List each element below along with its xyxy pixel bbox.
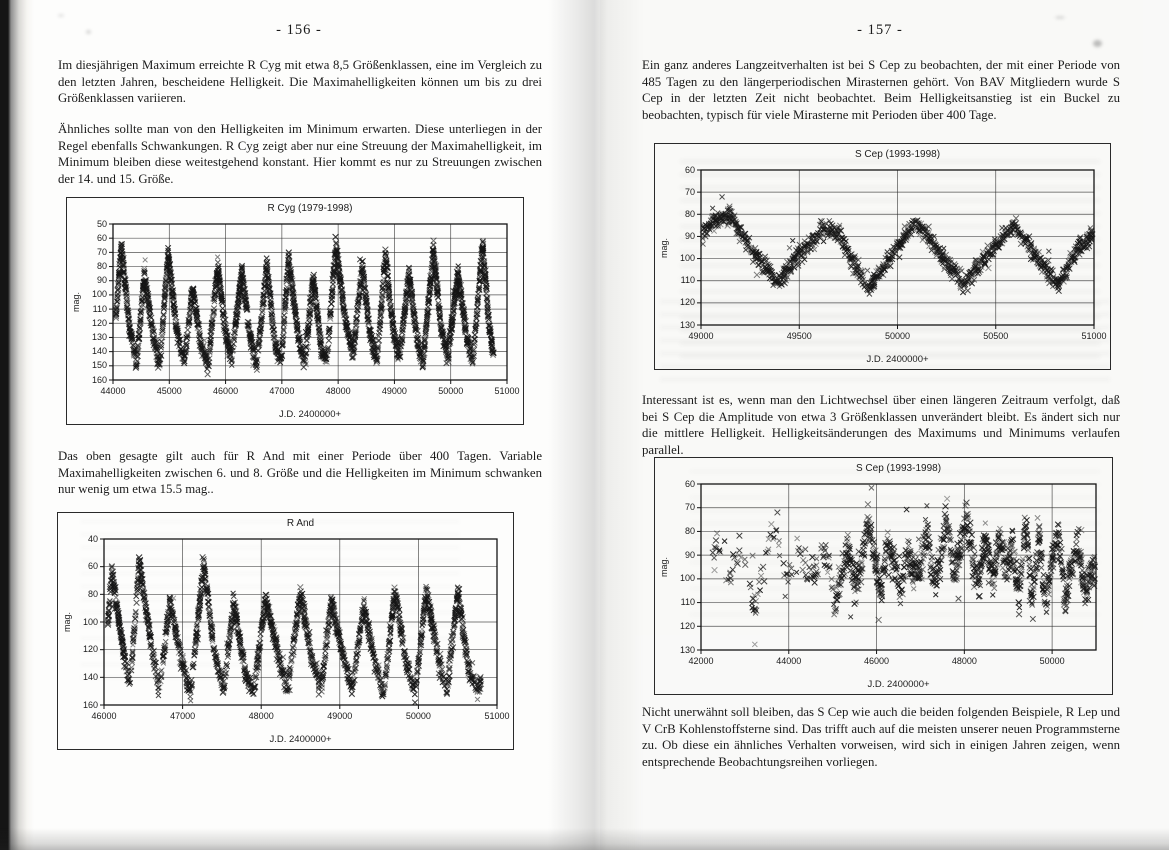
x-tick-label: 47000 [170,711,196,721]
y-tick-label: 60 [684,478,695,489]
x-axis-label: J.D. 2400000+ [867,679,930,690]
chart-s-cep-longterm: S Cep (1993-1998) mag. 60 70 80 90 100 110 120… [654,457,1113,695]
y-tick-label: 110 [680,275,695,286]
ink-smudge [1093,40,1102,47]
paragraph: Ähnliches sollte man von den Helligkeite… [58,122,542,186]
y-tick-label: 90 [684,230,695,241]
paragraph: Ein ganz anderes Langzeitverhalten ist b… [642,58,1120,122]
right-page-tint [600,0,1169,850]
x-tick-label: 50000 [438,386,464,396]
y-tick-label: 120 [82,644,98,655]
ink-smudge [86,30,91,34]
x-tick-label: 51000 [1081,331,1107,341]
scatter-canvas [58,513,513,749]
x-tick-label: 50000 [884,331,911,341]
chart-r-and: R And mag. 40 60 80 100 120 140 160 46000 47000… [57,512,514,750]
chart-s-cep-recent: S Cep (1993-1998) mag. 60 70 80 90 100 110 120… [654,143,1111,370]
x-tick-label: 49000 [327,711,353,721]
y-tick-label: 80 [96,261,107,272]
paragraph: Nicht unerwähnt soll bleiben, das S Cep … [642,705,1120,769]
scan-left-edge [0,0,34,850]
y-tick-label: 110 [92,303,107,314]
x-tick-label: 48000 [248,711,274,721]
x-tick-label: 51000 [494,386,520,396]
y-tick-label: 60 [87,561,98,572]
y-tick-label: 120 [679,620,695,631]
x-axis-label: J.D. 2400000+ [269,734,332,745]
paragraph: Im diesjährigen Maximum erreichte R Cyg … [58,58,542,106]
chart-r-cyg: R Cyg (1979-1998) mag. 50 60 70 80 90 100 110 1… [66,197,524,425]
y-tick-label: 120 [679,297,695,308]
x-tick-label: 48000 [951,656,977,666]
y-tick-label: 140 [91,346,107,357]
x-tick-label: 47000 [269,386,295,396]
y-tick-label: 40 [87,533,98,544]
y-tick-label: 90 [96,275,107,286]
x-tick-label: 49000 [688,331,714,341]
y-tick-label: 130 [679,644,695,655]
x-tick-label: 50000 [1039,656,1065,666]
y-tick-label: 100 [82,616,98,627]
y-tick-label: 70 [684,502,695,513]
y-tick-label: 140 [82,671,98,682]
chart-title: S Cep (1993-1998) [855,463,942,474]
x-tick-label: 44000 [776,656,802,666]
y-tick-label: 100 [679,253,695,264]
y-tick-label: 110 [680,597,695,608]
x-tick-label: 46000 [213,386,239,396]
x-tick-label: 49500 [786,331,812,341]
x-tick-label: 45000 [156,386,182,396]
paragraph: Das oben gesagte gilt auch für R And mit… [58,449,542,497]
paragraph: Interessant ist es, wenn man den Lichtwe… [642,393,1120,457]
y-tick-label: 160 [82,699,98,710]
y-tick-label: 160 [91,374,107,385]
y-tick-label: 100 [679,573,695,584]
x-tick-label: 46000 [864,656,890,666]
x-tick-label: 50000 [405,711,431,721]
page-number-right: - 157 - [857,22,903,38]
x-tick-label: 49000 [381,386,407,396]
y-tick-label: 70 [684,186,695,197]
y-tick-label: 80 [684,525,695,536]
x-axis-label: J.D. 2400000+ [278,409,342,420]
x-tick-label: 42000 [688,656,714,666]
page-number-left: - 156 - [276,22,322,38]
x-axis-label: J.D. 2400000+ [866,354,929,365]
scatter-canvas [67,198,523,424]
y-tick-label: 70 [96,246,107,257]
y-tick-label: 60 [96,232,107,243]
x-tick-label: 46000 [91,711,117,721]
ink-smudge [58,14,64,17]
chart-title: R Cyg (1979-1998) [267,203,353,214]
y-tick-label: 100 [91,289,107,300]
y-tick-label: 130 [91,331,107,342]
x-tick-label: 44000 [100,386,126,396]
chart-title: R And [286,518,315,529]
scatter-canvas [655,458,1112,694]
x-tick-label: 51000 [484,711,510,721]
y-tick-label: 80 [684,208,695,219]
y-tick-label: 130 [679,319,695,330]
y-tick-label: 120 [91,317,107,328]
scatter-canvas [655,144,1110,369]
y-tick-label: 150 [91,360,107,371]
y-tick-label: 50 [96,218,107,229]
x-tick-label: 48000 [325,386,351,396]
chart-title: S Cep (1993-1998) [854,149,941,160]
y-tick-label: 60 [684,164,695,175]
ink-smudge [1055,16,1065,19]
y-tick-label: 90 [684,549,695,560]
x-tick-label: 50500 [983,331,1009,341]
y-tick-label: 80 [87,588,98,599]
